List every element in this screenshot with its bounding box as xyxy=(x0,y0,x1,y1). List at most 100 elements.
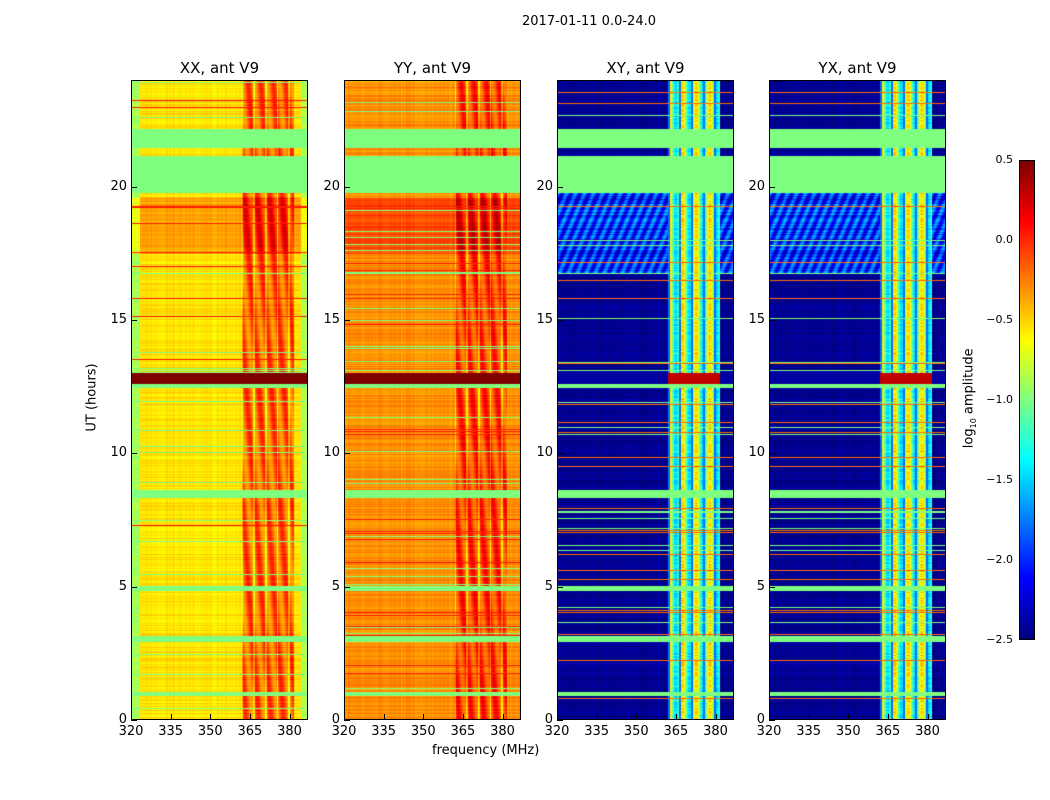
y-tick-mark xyxy=(769,453,775,455)
x-tick-label: 350 xyxy=(410,724,436,739)
x-tick-mark xyxy=(675,714,677,720)
heatmap-panel xyxy=(769,80,946,720)
y-tick-label: 15 xyxy=(323,312,340,327)
heatmap-image xyxy=(770,81,945,719)
y-tick-mark xyxy=(131,320,137,321)
y-tick-label: 0 xyxy=(118,712,127,727)
y-tick-mark xyxy=(344,320,350,321)
x-tick-label: 320 xyxy=(118,724,144,739)
panel-title: XX, ant V9 xyxy=(179,59,260,77)
x-tick-mark xyxy=(502,714,504,720)
colorbar xyxy=(1019,160,1035,640)
y-axis-label: UT (hours) xyxy=(84,363,100,432)
y-tick-label: 10 xyxy=(110,445,127,461)
colorbar-tick-label: −1.0 xyxy=(986,393,1013,406)
x-tick-mark xyxy=(927,714,929,720)
y-tick-label: 0 xyxy=(544,712,553,727)
heatmap-image xyxy=(132,81,307,719)
y-tick-label: 15 xyxy=(536,312,553,327)
y-tick-mark xyxy=(131,720,137,721)
y-tick-mark xyxy=(131,586,137,588)
panel-title: YX, ant V9 xyxy=(818,59,897,77)
x-tick-label: 380 xyxy=(490,724,515,739)
y-tick-mark xyxy=(344,453,350,455)
x-tick-mark xyxy=(887,714,889,720)
figure-title: 2017-01-11 0.0-24.0 xyxy=(522,14,656,29)
y-tick-mark xyxy=(131,186,137,188)
x-tick-mark xyxy=(249,714,251,720)
y-tick-mark xyxy=(557,186,563,188)
x-tick-mark xyxy=(462,714,464,720)
y-tick-label: 5 xyxy=(544,578,553,594)
x-tick-label: 335 xyxy=(371,724,397,739)
y-tick-label: 20 xyxy=(110,178,127,194)
x-tick-label: 365 xyxy=(875,724,901,739)
y-tick-label: 15 xyxy=(110,312,127,327)
panel-title: YY, ant V9 xyxy=(393,59,471,77)
y-tick-label: 5 xyxy=(756,578,765,594)
x-tick-label: 320 xyxy=(756,724,782,739)
x-tick-mark xyxy=(848,714,850,720)
y-tick-label: 0 xyxy=(756,712,765,727)
y-tick-label: 5 xyxy=(118,578,127,594)
x-tick-mark xyxy=(808,714,810,720)
colorbar-tick-label: −0.5 xyxy=(986,313,1013,326)
colorbar-tick-label: 0.5 xyxy=(995,153,1014,166)
y-tick-mark xyxy=(769,586,775,588)
colorbar-tick-label: 0.0 xyxy=(995,233,1014,246)
heatmap-image xyxy=(558,81,733,719)
x-tick-label: 335 xyxy=(584,724,610,739)
x-tick-label: 350 xyxy=(197,724,223,739)
x-tick-mark xyxy=(170,714,172,720)
x-tick-label: 380 xyxy=(277,724,302,739)
y-tick-label: 10 xyxy=(748,445,765,461)
x-tick-label: 380 xyxy=(703,724,728,739)
x-tick-label: 320 xyxy=(331,724,357,739)
y-tick-label: 5 xyxy=(331,578,340,594)
y-tick-label: 10 xyxy=(323,445,340,461)
panel-title: XY, ant V9 xyxy=(606,59,685,77)
y-tick-mark xyxy=(131,453,137,455)
y-tick-mark xyxy=(769,186,775,188)
y-tick-mark xyxy=(344,720,350,721)
y-tick-mark xyxy=(557,586,563,588)
x-tick-mark xyxy=(715,714,717,720)
x-tick-label: 320 xyxy=(544,724,570,739)
x-tick-label: 365 xyxy=(450,724,476,739)
x-tick-mark xyxy=(423,714,425,720)
y-tick-mark xyxy=(769,320,775,321)
y-tick-label: 20 xyxy=(536,178,553,194)
y-tick-mark xyxy=(344,186,350,188)
x-tick-mark xyxy=(557,714,558,720)
y-tick-label: 15 xyxy=(748,312,765,327)
y-tick-mark xyxy=(344,586,350,588)
x-tick-mark xyxy=(383,714,385,720)
y-tick-label: 0 xyxy=(331,712,340,727)
x-tick-label: 365 xyxy=(237,724,263,739)
colorbar-tick-label: −2.5 xyxy=(986,633,1013,646)
x-tick-label: 335 xyxy=(796,724,822,739)
colorbar-tick-label: −1.5 xyxy=(986,473,1013,486)
y-tick-mark xyxy=(557,453,563,455)
x-tick-label: 335 xyxy=(158,724,184,739)
x-tick-label: 365 xyxy=(663,724,689,739)
x-tick-mark xyxy=(289,714,291,720)
x-tick-mark xyxy=(210,714,212,720)
colorbar-tick-label: −2.0 xyxy=(986,553,1013,566)
heatmap-panel xyxy=(131,80,308,720)
y-tick-label: 20 xyxy=(323,178,340,194)
x-tick-mark xyxy=(769,714,770,720)
x-tick-mark xyxy=(636,714,638,720)
x-tick-mark xyxy=(344,714,345,720)
x-tick-label: 350 xyxy=(623,724,649,739)
y-tick-label: 20 xyxy=(748,178,765,194)
heatmap-panel xyxy=(557,80,734,720)
heatmap-panel xyxy=(344,80,521,720)
x-axis-label: frequency (MHz) xyxy=(432,743,540,758)
x-tick-label: 380 xyxy=(915,724,940,739)
y-tick-mark xyxy=(769,720,775,721)
y-tick-mark xyxy=(557,720,563,721)
x-tick-mark xyxy=(131,714,132,720)
y-tick-label: 10 xyxy=(536,445,553,461)
